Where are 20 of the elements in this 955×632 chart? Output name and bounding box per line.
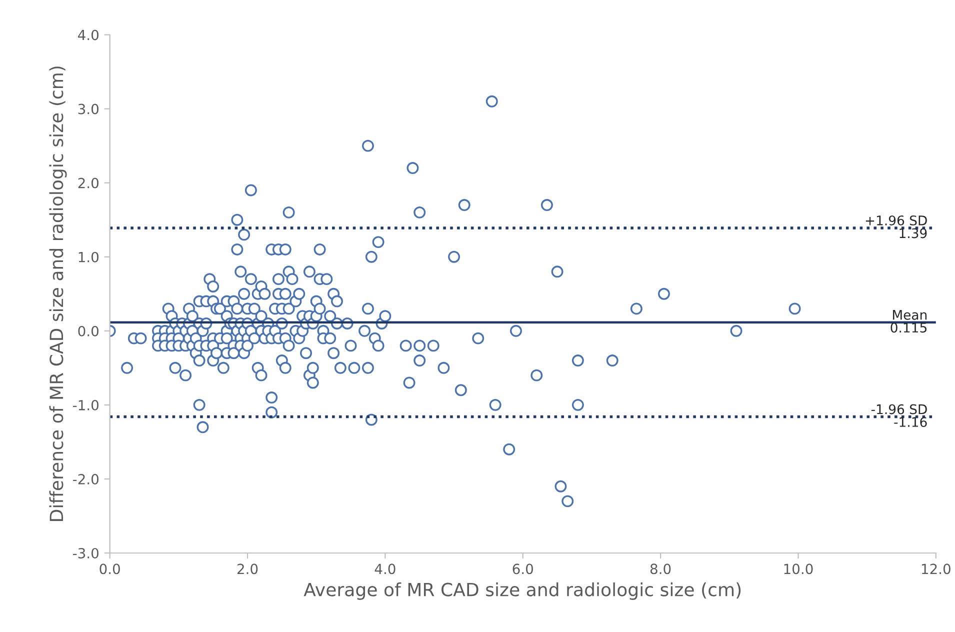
y-tick-label: 3.0 — [78, 104, 98, 114]
x-tick-label: 10.0 — [784, 564, 813, 574]
x-tick-label: 2.0 — [237, 564, 258, 574]
y-tick-label: 2.0 — [78, 178, 98, 188]
ref-line-label: +1.96 SD 1.39 — [866, 215, 927, 238]
x-tick-label: 4.0 — [374, 564, 396, 574]
ref-line-label: Mean 0.115 — [890, 310, 927, 333]
y-tick-label: -3.0 — [72, 548, 98, 558]
x-axis-title: Average of MR CAD size and radiologic size (cm) — [304, 582, 741, 600]
x-tick-label: 6.0 — [512, 564, 533, 574]
x-tick-label: 0.0 — [100, 564, 120, 574]
y-tick-label: -1.0 — [72, 400, 98, 410]
y-tick-label: 0.0 — [78, 326, 98, 336]
ref-line-label: -1.96 SD -1.16 — [871, 404, 927, 427]
y-tick-label: 1.0 — [78, 252, 98, 262]
x-tick-label: 8.0 — [650, 564, 671, 574]
x-tick-label: 12.0 — [922, 564, 950, 574]
y-tick-label: 4.0 — [78, 30, 98, 40]
y-axis-title: Difference of MR CAD size and radiologic size (cm) — [49, 66, 67, 521]
y-tick-label: -2.0 — [72, 474, 98, 484]
